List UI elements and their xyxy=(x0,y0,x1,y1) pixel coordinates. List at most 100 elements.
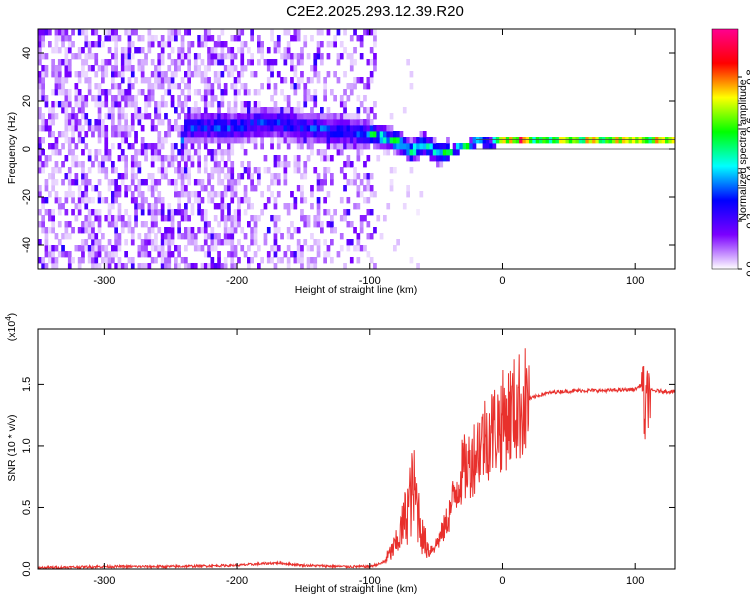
spectrogram-cell xyxy=(67,221,72,228)
spectrogram-cell xyxy=(174,155,178,162)
spectrogram-cell xyxy=(77,263,82,269)
spectrogram-cell xyxy=(104,155,109,162)
colorbar-gradient xyxy=(711,28,739,270)
spectrogram-cell xyxy=(227,47,231,54)
spectrogram-cell xyxy=(87,65,92,72)
spectrogram-cell xyxy=(330,179,334,186)
spectrogram-cell xyxy=(366,131,371,138)
spectrogram-cell xyxy=(429,149,434,156)
spectrogram-cell xyxy=(343,131,347,138)
spectrogram-cell xyxy=(230,197,235,204)
spectrogram-cell xyxy=(107,239,112,246)
spectrogram-cell xyxy=(223,257,228,264)
spectrogram-cell xyxy=(87,47,92,54)
spectrogram-cell xyxy=(207,35,211,42)
spectrogram-cell xyxy=(154,35,158,42)
spectrogram-cell xyxy=(120,149,125,156)
spectrogram-cell xyxy=(190,191,195,198)
spectrogram-cell xyxy=(230,47,235,54)
spectrogram-cell xyxy=(147,227,152,234)
spectrogram-cell xyxy=(313,125,318,132)
spectrogram-cell xyxy=(174,35,178,42)
spectrogram-cell xyxy=(154,257,158,264)
spectrogram-cell xyxy=(130,233,135,240)
spectrogram-cell xyxy=(273,221,278,228)
spectrogram-cell xyxy=(240,143,245,150)
spectrogram-cell xyxy=(220,167,225,174)
spectrogram-cell xyxy=(320,179,324,186)
spectrogram-cell xyxy=(260,113,264,120)
spectrogram-cell xyxy=(167,215,172,222)
spectrogram-cell xyxy=(114,65,118,72)
spectrogram-cell xyxy=(247,263,251,269)
spectrogram-cell xyxy=(422,131,427,138)
spectrogram-cell xyxy=(286,137,291,144)
spectrogram-cell xyxy=(97,95,102,102)
spectrogram-cell xyxy=(154,125,158,132)
spectrogram-cell xyxy=(111,197,115,204)
spectrogram-cell xyxy=(187,47,191,54)
spectrogram-cell xyxy=(154,155,158,162)
spectrogram-cell xyxy=(266,125,271,132)
spectrogram-cell xyxy=(558,137,563,144)
spectrogram-cell xyxy=(203,137,208,144)
spectrogram-cell xyxy=(134,113,138,120)
spectrogram-cell xyxy=(144,143,148,150)
spectrogram-cell xyxy=(296,101,301,108)
spectrogram-cell xyxy=(270,29,274,36)
spectrogram-cell xyxy=(250,185,254,192)
spectrogram-cell xyxy=(117,233,122,240)
spectrogram-cell xyxy=(326,155,331,162)
spectrogram-cell xyxy=(386,125,391,132)
spectrogram-cell xyxy=(207,251,211,258)
spectrogram-cell xyxy=(223,221,228,228)
spectrogram-cell xyxy=(137,59,142,66)
spectrogram-cell xyxy=(243,119,248,126)
spectrogram-cell xyxy=(505,137,510,144)
spectrogram-cell xyxy=(383,125,387,132)
spectrogram-cell xyxy=(180,59,185,66)
spectrogram-cell xyxy=(373,137,377,144)
spectrogram-cell xyxy=(87,251,92,258)
spectrogram-cell xyxy=(293,257,298,264)
spectrogram-cell xyxy=(230,65,235,72)
spectrogram-cell xyxy=(107,59,112,66)
spectrogram-cell xyxy=(323,77,327,84)
spectrogram-cell xyxy=(240,113,245,120)
spectrogram-cell xyxy=(134,131,138,138)
spectrogram-cell xyxy=(150,143,155,150)
spectrogram-cell xyxy=(217,41,221,48)
spectrogram-cell xyxy=(223,185,228,192)
spectrogram-cell xyxy=(210,83,215,90)
spectrogram-cell xyxy=(190,161,195,168)
spectrogram-cell xyxy=(359,179,364,186)
spectrogram-cell xyxy=(310,95,314,102)
spectrogram-cell xyxy=(41,65,45,72)
spectrogram-cell xyxy=(296,59,301,66)
spectrogram-cell xyxy=(97,41,102,48)
spectrogram-cell xyxy=(114,83,118,90)
spectrogram-cell xyxy=(124,167,128,174)
spectrogram-cell xyxy=(193,125,198,132)
spectrogram-cell xyxy=(316,197,321,204)
colorbar-tick-label: 0.0 xyxy=(745,261,750,276)
spectrogram-cell xyxy=(286,257,291,264)
spectrogram-cell xyxy=(38,29,42,36)
spectrogram-cell xyxy=(442,155,447,162)
y-tick-label: 20 xyxy=(21,95,33,107)
spectrogram-cell xyxy=(74,161,79,168)
spectrogram-cell xyxy=(290,251,294,258)
spectrogram-cell xyxy=(383,215,387,222)
spectrogram-cell xyxy=(210,35,215,42)
spectrogram-cell xyxy=(247,113,251,120)
spectrogram-cell xyxy=(220,89,225,96)
spectrogram-cell xyxy=(283,107,288,114)
spectrogram-cell xyxy=(263,131,268,138)
spectrogram-cell xyxy=(290,203,294,210)
spectrogram-cell xyxy=(393,143,397,150)
spectrogram-cell xyxy=(134,101,138,108)
spectrogram-cell xyxy=(203,161,208,168)
spectrogram-cell xyxy=(164,173,168,180)
spectrogram-cell xyxy=(91,131,95,138)
spectrogram-cell xyxy=(396,131,400,138)
